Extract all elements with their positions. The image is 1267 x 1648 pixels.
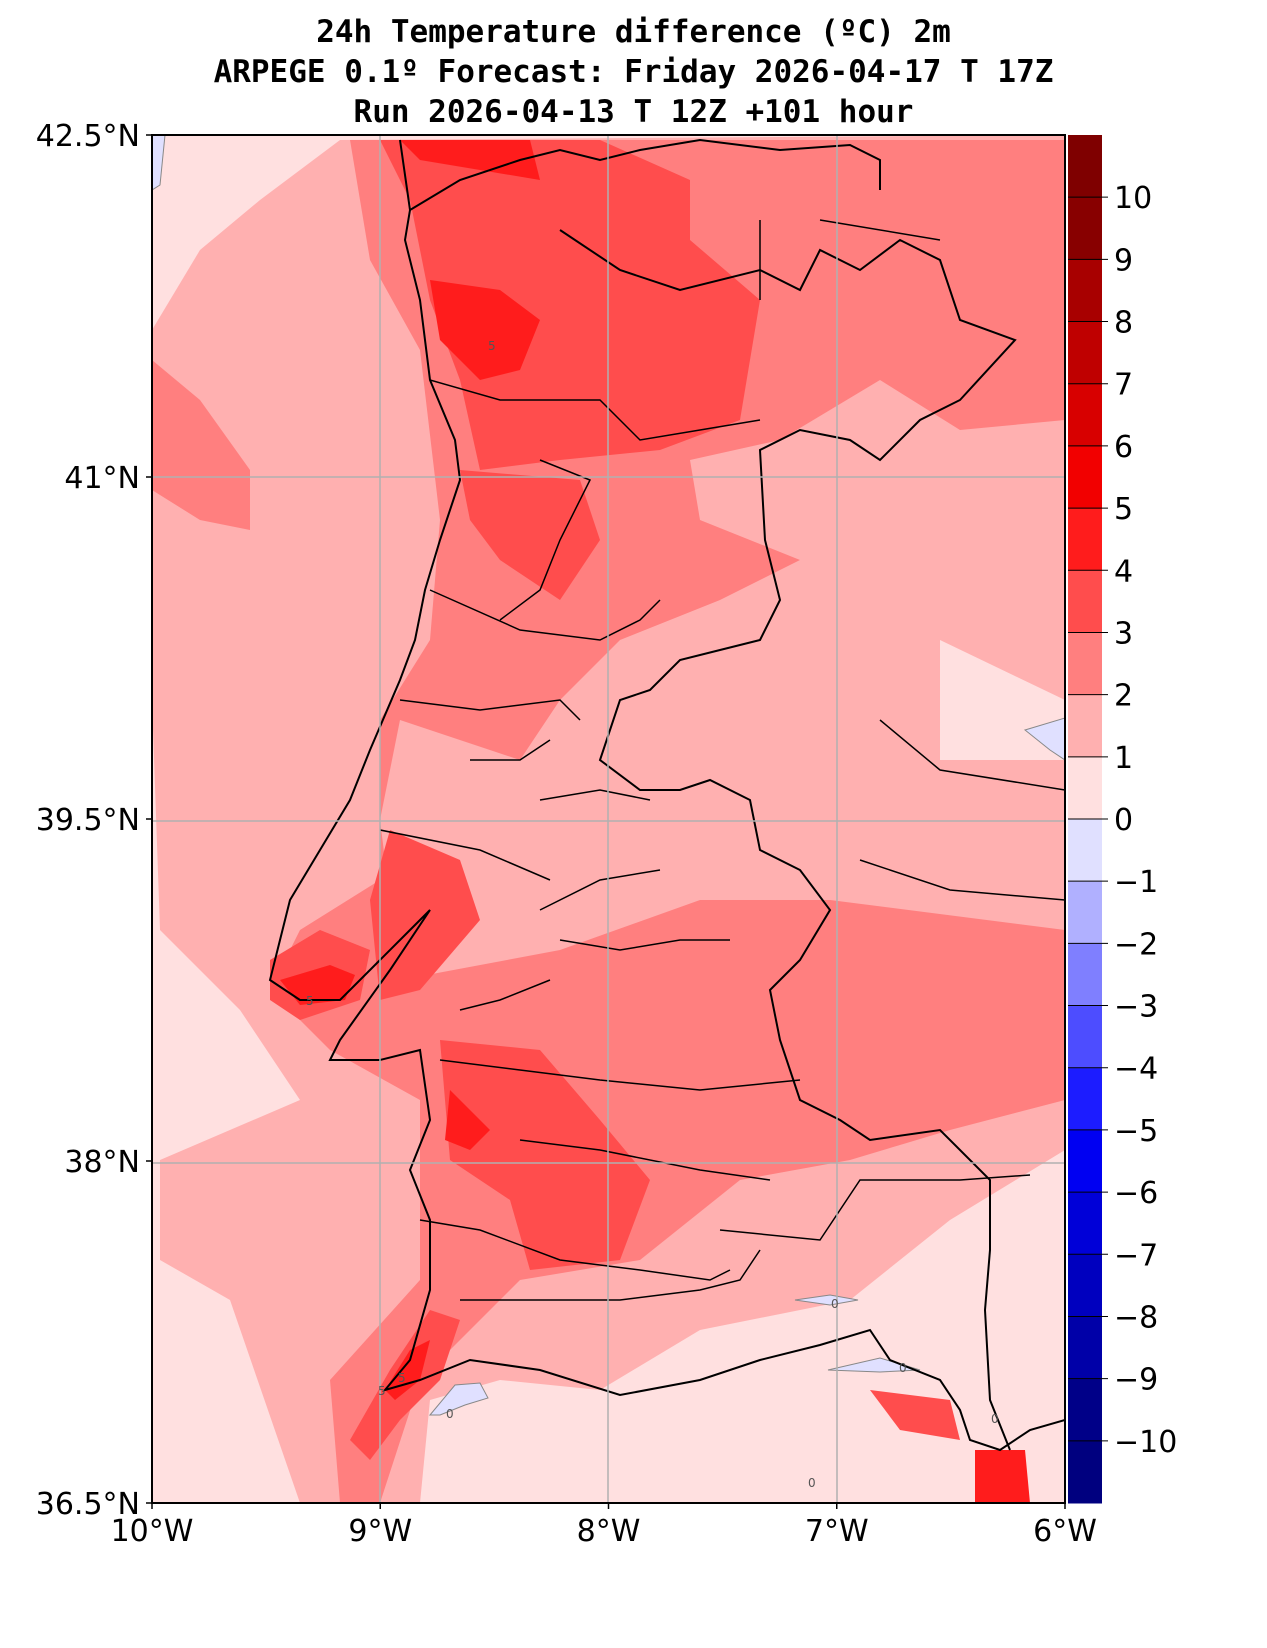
y-tick-label: 39.5°N	[36, 803, 140, 838]
border-spain-north	[409, 138, 881, 211]
chart-title-line2: ARPEGE 0.1º Forecast: Friday 2026-04-17 …	[213, 54, 1054, 90]
x-axis: 10°W 9°W 8°W 7°W 6°W	[111, 1503, 1097, 1549]
colorbar-segment	[1068, 445, 1102, 509]
contour-labels: 5 5 5 5 0 0 0 0 0	[306, 339, 999, 1490]
chart-title-line1: 24h Temperature difference (ºC) 2m	[316, 14, 951, 50]
colorbar-tick-label: −1	[1114, 865, 1158, 900]
colorbar-segment	[1068, 1378, 1102, 1442]
border-portugal-spain	[559, 229, 1017, 1451]
contour-neg-ne	[1023, 717, 1065, 761]
contour-label: 5	[306, 994, 314, 1008]
colorbar-segment	[1068, 197, 1102, 260]
colorbar-segment	[1068, 1192, 1102, 1255]
contour-4-5-setubal	[280, 965, 355, 1005]
colorbar-segment	[1068, 819, 1102, 882]
colorbar-tick-label: −2	[1114, 927, 1158, 962]
contour-label: 0	[831, 1297, 839, 1311]
colorbar-segment	[1068, 694, 1102, 758]
contour-label: 5	[378, 1384, 386, 1398]
contour-label: 0	[808, 1476, 816, 1490]
colorbar-tick-label: −6	[1114, 1176, 1158, 1211]
y-axis: 42.5°N 41°N 39.5°N 38°N 36.5°N	[36, 119, 152, 1522]
colorbar-segment	[1068, 632, 1102, 696]
x-tick-label: 8°W	[577, 1514, 641, 1549]
colorbar-segment	[1068, 1316, 1102, 1380]
colorbar-segment	[1068, 1005, 1102, 1069]
colorbar-tick-label: −4	[1114, 1052, 1158, 1087]
contour-label: 0	[991, 1412, 999, 1426]
y-tick-label: 36.5°N	[36, 1487, 140, 1522]
colorbar-tick-label: 4	[1114, 554, 1133, 589]
colorbar-segment	[1068, 943, 1102, 1007]
chart-title-line3: Run 2026-04-13 T 12Z +101 hour	[353, 94, 914, 130]
contour-label: 5	[488, 339, 496, 353]
colorbar-segment	[1068, 508, 1102, 571]
colorbar-tick-label: 6	[1114, 430, 1133, 465]
contour-label: 5	[398, 1371, 406, 1385]
coastline	[268, 139, 1065, 1452]
colorbar-tick-label: 10	[1114, 181, 1152, 216]
colorbar-tick-label: −5	[1114, 1114, 1158, 1149]
district-boundaries	[379, 219, 1065, 1301]
contour-neg-nw	[152, 135, 166, 191]
colorbar-segment	[1068, 1254, 1102, 1317]
contour-3-4	[380, 140, 760, 470]
colorbar-tick-label: 9	[1114, 243, 1133, 278]
contour-2-3-west	[152, 360, 250, 530]
contour-4-5-sw	[385, 1340, 430, 1400]
colorbar-tick-label: −9	[1114, 1363, 1158, 1398]
contour-3-4-alentejo	[440, 1040, 650, 1270]
contour-4-5-alentejo	[445, 1090, 490, 1150]
colorbar-tick-label: 0	[1114, 803, 1133, 838]
contour-4-5-se2	[975, 1450, 1030, 1503]
colorbar-segment	[1068, 321, 1102, 385]
colorbar-tick-label: 5	[1114, 492, 1133, 527]
y-tick-label: 38°N	[64, 1145, 140, 1180]
coastline-and-borders	[268, 138, 1065, 1452]
colorbar-tick-label: 3	[1114, 616, 1133, 651]
colorbar-tick-label: 1	[1114, 741, 1133, 776]
colorbar-segment	[1068, 1440, 1102, 1504]
colorbar-tick-label: 7	[1114, 368, 1133, 403]
x-tick-label: 6°W	[1033, 1514, 1097, 1549]
x-tick-label: 10°W	[111, 1514, 194, 1549]
contour-3-4-mid	[460, 470, 600, 600]
colorbar-tick-label: 2	[1114, 679, 1133, 714]
colorbar-segment	[1068, 1129, 1102, 1193]
contour-label: 0	[446, 1407, 454, 1421]
colorbar-tick-label: 8	[1114, 306, 1133, 341]
x-tick-label: 9°W	[348, 1514, 412, 1549]
contour-label: 0	[899, 1361, 907, 1375]
gridlines	[152, 135, 1065, 1503]
y-tick-label: 41°N	[64, 461, 140, 496]
colorbar-segment	[1068, 756, 1102, 820]
colorbar-segment	[1068, 135, 1102, 198]
contour-neg-sw	[428, 1382, 489, 1416]
contour-4-5-se	[870, 1390, 960, 1440]
contour-neg-se	[827, 1357, 921, 1373]
contour-4-5	[430, 280, 540, 380]
colorbar-tick-label: −8	[1114, 1300, 1158, 1335]
colorbar-segment	[1068, 1067, 1102, 1131]
colorbar-segment	[1068, 570, 1102, 633]
colorbar-segment	[1068, 881, 1102, 944]
colorbar-segment	[1068, 259, 1102, 323]
contour-neg-s	[794, 1294, 859, 1306]
contour-4-5-north	[400, 140, 540, 180]
colorbar-tick-label: −7	[1114, 1238, 1158, 1273]
colorbar-tick-label: −10	[1114, 1425, 1177, 1460]
x-tick-label: 7°W	[805, 1514, 869, 1549]
colorbar-segment	[1068, 383, 1102, 447]
colorbar-tick-label: −3	[1114, 990, 1158, 1025]
y-tick-label: 42.5°N	[36, 119, 140, 154]
